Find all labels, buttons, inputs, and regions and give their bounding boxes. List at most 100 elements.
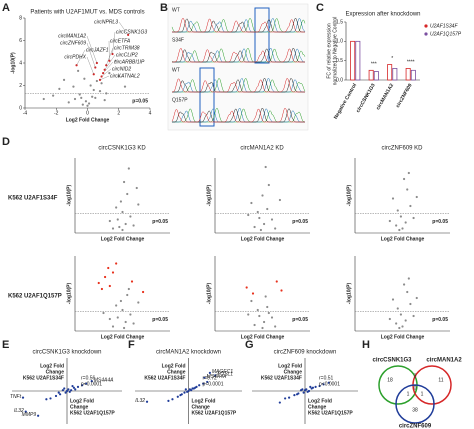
y-tick-label: 4 <box>19 60 22 66</box>
point <box>195 385 198 388</box>
bar <box>368 69 374 81</box>
point <box>391 197 395 200</box>
point <box>208 371 211 374</box>
point <box>270 316 274 319</box>
plot-title: Expression after knockdown <box>345 12 420 18</box>
y-axis-label: Log2 Fold <box>162 363 186 369</box>
leader-line <box>106 47 114 66</box>
venn-circle <box>395 384 435 424</box>
point <box>80 96 83 99</box>
point <box>91 95 94 98</box>
row-label: K562 U2AF1S34F <box>8 196 58 202</box>
set-label: circZNF609 <box>399 424 432 429</box>
trace <box>172 77 305 93</box>
point <box>111 227 115 230</box>
point <box>278 401 281 404</box>
y-axis-label: -log10(P) <box>346 184 352 206</box>
bar <box>387 64 393 81</box>
point <box>395 322 398 325</box>
y-tick-label: 0.5 <box>336 58 343 64</box>
y-axis-label: Log2 Fold <box>278 363 302 369</box>
point <box>184 388 187 391</box>
point <box>206 380 209 384</box>
point <box>415 296 418 300</box>
point <box>102 311 105 315</box>
point <box>130 280 134 283</box>
point <box>402 283 406 286</box>
y-axis-label: -log10(P) <box>10 52 16 74</box>
highlight-box <box>199 67 215 127</box>
x-axis-label: Log2 Fold Change <box>381 236 425 242</box>
y-tick-label: 0 <box>19 105 22 111</box>
point <box>280 289 283 292</box>
significance: * <box>391 56 393 62</box>
point <box>115 206 118 209</box>
point <box>89 84 92 87</box>
point <box>179 394 182 397</box>
y-tick-label: 6 <box>19 38 22 44</box>
point <box>301 388 304 391</box>
leader-line <box>118 21 129 35</box>
point <box>183 391 186 394</box>
point <box>402 177 406 181</box>
point <box>67 388 70 391</box>
point <box>95 79 98 83</box>
point <box>256 308 259 312</box>
point <box>406 290 409 294</box>
point <box>92 88 95 92</box>
x-axis-label: Log2 Fold Change <box>241 236 285 242</box>
point <box>115 262 118 265</box>
point <box>90 380 93 383</box>
x-tick-label: -4 <box>23 110 28 116</box>
point <box>284 397 287 400</box>
point <box>264 295 267 298</box>
point <box>94 96 97 99</box>
y-axis-label: -log10(P) <box>206 184 212 206</box>
legend-swatch <box>424 24 428 28</box>
point <box>407 277 410 280</box>
x-axis-label: Change <box>192 404 211 410</box>
venn-count: 1 <box>421 391 424 397</box>
point <box>266 305 269 309</box>
point <box>274 325 277 328</box>
point <box>98 90 102 93</box>
annotation: FOSL1 <box>217 372 233 378</box>
annotation: circCSNK1G3 <box>116 29 147 35</box>
point <box>58 87 61 90</box>
point <box>124 222 127 226</box>
row-label: K562 U2AF1Q157P <box>8 294 62 300</box>
y-axis-label: -log10(P) <box>66 282 72 304</box>
x-axis-label: Log2 Fold Change <box>66 117 110 123</box>
x-axis-label: K562 U2AF1Q157P <box>70 410 115 416</box>
panel-letter: A <box>2 2 10 14</box>
y-tick-label: 1.0 <box>336 39 343 45</box>
annotation: circCLIP2 <box>116 52 138 58</box>
point <box>396 209 399 212</box>
set-label: circMAN1A2 <box>426 358 462 364</box>
point <box>129 313 132 316</box>
venn-count: 18 <box>387 377 393 383</box>
leader-line <box>86 42 96 68</box>
point <box>118 225 121 229</box>
y-axis-label: -log10(P) <box>66 184 72 206</box>
x-axis-label: Change <box>308 404 327 410</box>
point <box>250 299 253 303</box>
point <box>261 194 264 197</box>
venn-count: 11 <box>438 377 443 383</box>
point <box>266 207 269 211</box>
annotation: TNFt <box>10 394 22 400</box>
row-label: Q157P <box>172 97 188 103</box>
point <box>137 301 140 304</box>
point <box>63 387 66 390</box>
point <box>187 389 190 393</box>
point <box>122 326 126 330</box>
point <box>327 381 330 384</box>
panel-letter: D <box>2 136 10 148</box>
point <box>121 228 124 232</box>
point <box>105 92 108 95</box>
point <box>167 399 170 402</box>
plot-title: Patients with U2AF1MUT vs. MDS controls <box>30 10 144 16</box>
point <box>396 307 399 310</box>
point <box>171 398 174 401</box>
x-axis-label: Log2 Fold <box>70 398 94 404</box>
